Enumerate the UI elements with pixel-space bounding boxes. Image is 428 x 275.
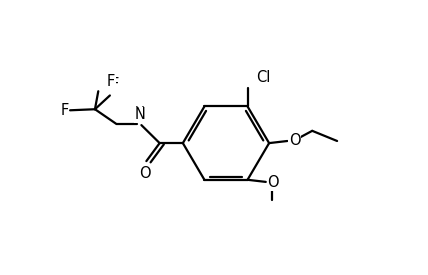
Text: O: O [139, 166, 151, 182]
Text: N: N [134, 107, 145, 122]
Text: F: F [111, 77, 119, 92]
Text: F: F [60, 103, 68, 118]
Text: O: O [268, 175, 279, 191]
Text: Cl: Cl [256, 70, 270, 85]
Text: O: O [289, 133, 300, 148]
Text: F: F [107, 74, 115, 89]
Text: H: H [135, 105, 145, 118]
